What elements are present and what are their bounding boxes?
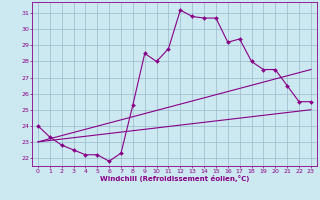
X-axis label: Windchill (Refroidissement éolien,°C): Windchill (Refroidissement éolien,°C)	[100, 175, 249, 182]
